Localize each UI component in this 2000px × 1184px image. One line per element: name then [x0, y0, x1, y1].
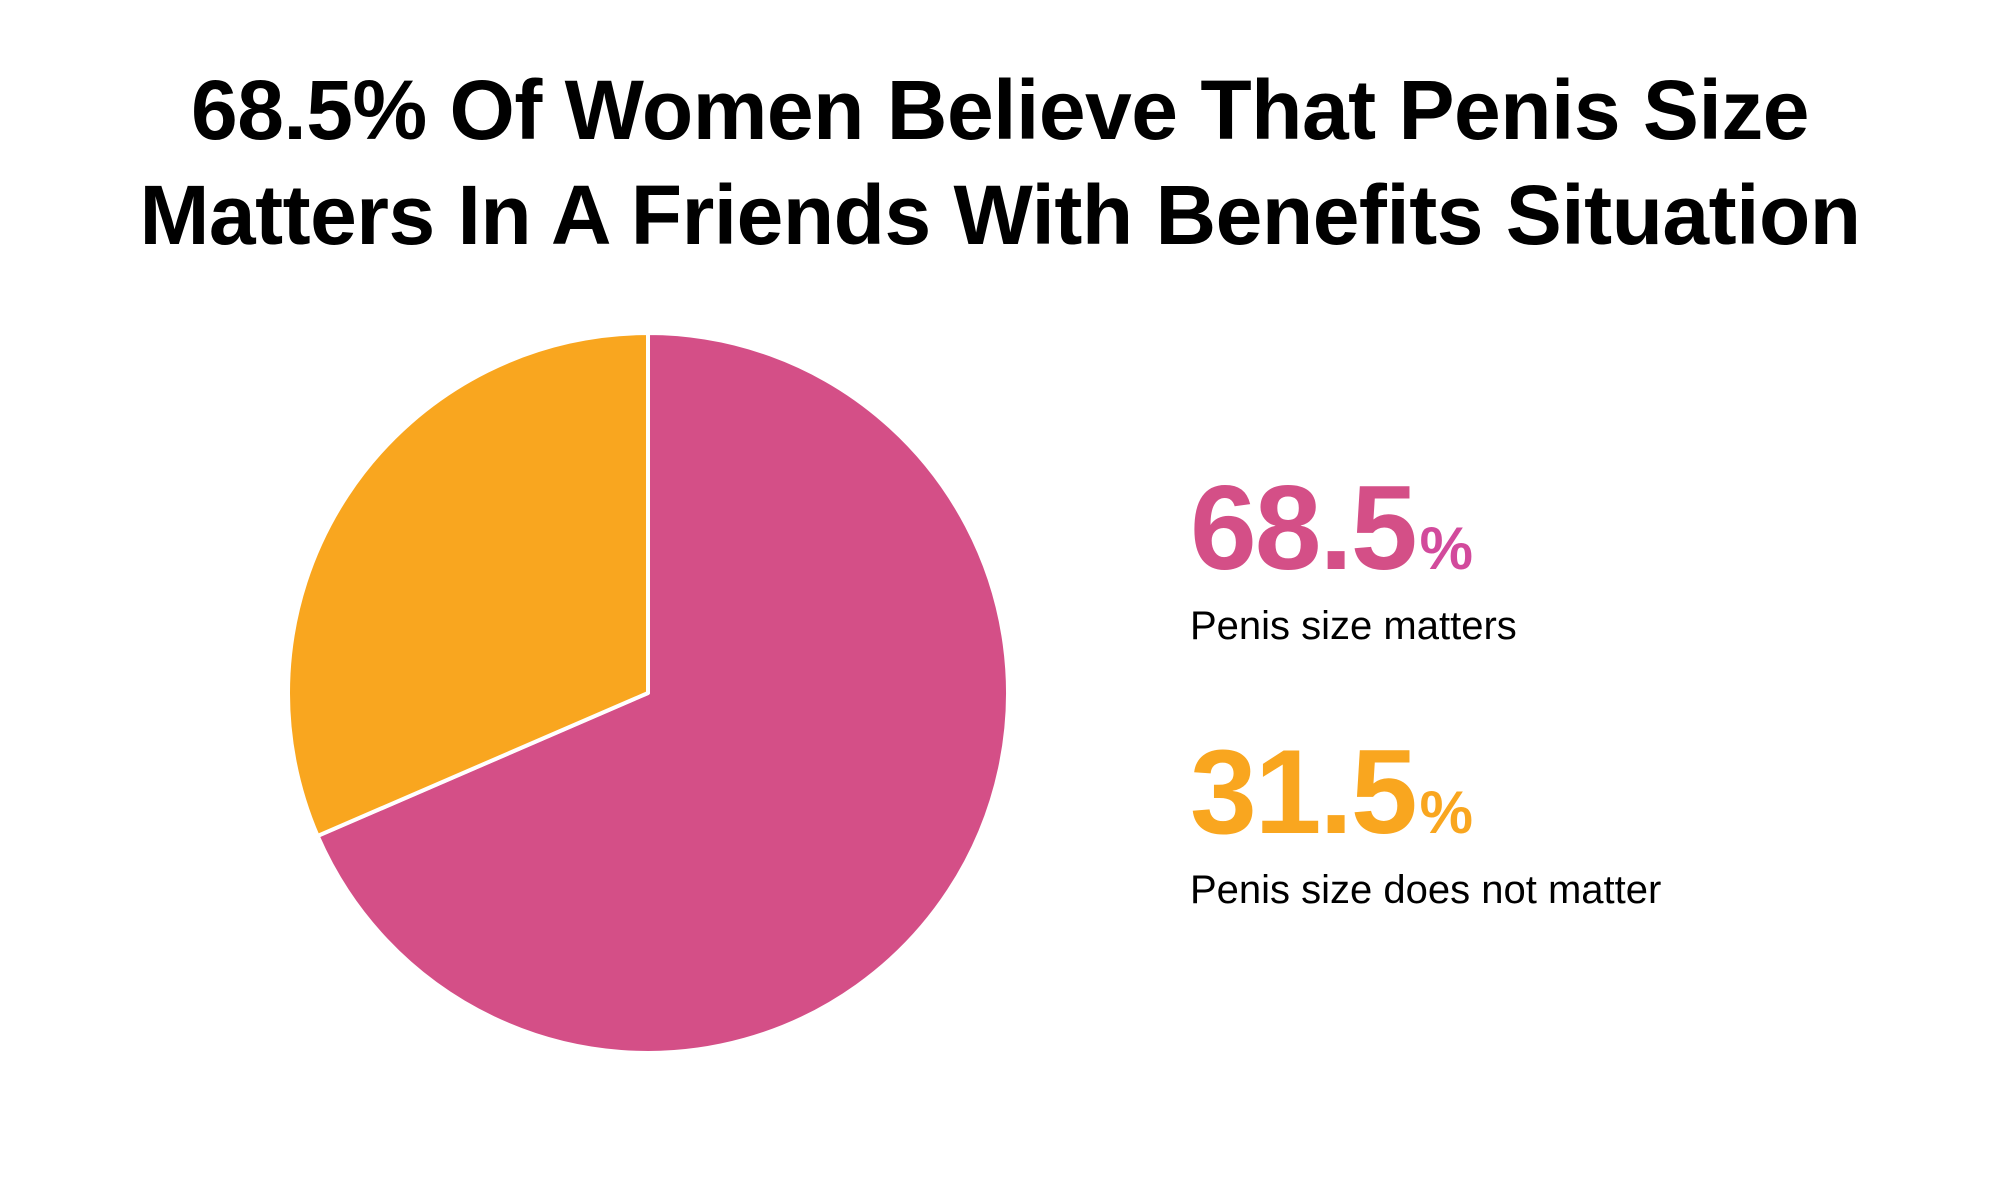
stat-unit: % — [1419, 515, 1473, 582]
stat-value: 31.5 — [1190, 725, 1418, 859]
stat-value-container: 31.5% — [1190, 732, 1661, 852]
stat-value-container: 68.5% — [1190, 468, 1517, 588]
chart-title: 68.5% Of Women Believe That Penis Size M… — [0, 58, 2000, 268]
pie-chart — [286, 331, 1010, 1055]
stat-label: Penis size does not matter — [1190, 868, 1662, 912]
pie-slices — [286, 331, 1010, 1055]
pie-slice-penis-size-matters — [315, 331, 1010, 1055]
stat-size-matters: 68.5% Penis size matters — [1190, 468, 1517, 650]
pie-slice-penis-size-does-not-matter — [286, 331, 650, 838]
stat-unit: % — [1419, 779, 1473, 846]
chart-title-line-2: Matters In A Friends With Benefits Situa… — [139, 168, 1861, 262]
stat-size-not-matter: 31.5% Penis size does not matter — [1190, 732, 1661, 914]
stat-label: Penis size matters — [1190, 604, 1517, 648]
stat-value: 68.5 — [1190, 461, 1418, 595]
chart-title-line-1: 68.5% Of Women Believe That Penis Size — [190, 63, 1810, 157]
